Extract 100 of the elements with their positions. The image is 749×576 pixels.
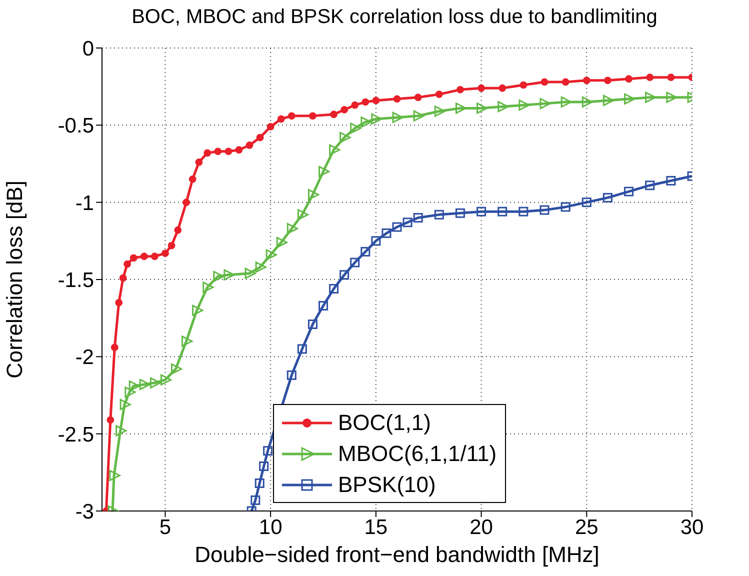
point xyxy=(130,254,138,262)
point xyxy=(392,112,404,123)
chart-title: BOC, MBOC and BPSK correlation loss due to bandlimiting xyxy=(130,6,658,29)
point xyxy=(340,132,351,144)
point xyxy=(413,213,423,223)
point xyxy=(520,81,528,89)
point xyxy=(192,304,204,316)
x-tick-label: 5 xyxy=(159,516,172,539)
point xyxy=(435,90,443,98)
point xyxy=(204,149,212,157)
point xyxy=(518,100,530,111)
x-tick-label: 25 xyxy=(574,516,598,539)
point xyxy=(224,148,232,156)
point xyxy=(150,252,158,260)
point xyxy=(115,298,123,306)
point xyxy=(162,250,169,257)
point xyxy=(478,84,485,92)
point xyxy=(372,96,380,104)
point xyxy=(329,144,340,156)
point xyxy=(318,166,330,178)
point xyxy=(277,115,285,123)
point xyxy=(171,363,182,375)
point xyxy=(362,98,370,106)
point xyxy=(286,370,296,380)
point xyxy=(582,96,593,108)
point xyxy=(350,122,362,134)
point xyxy=(393,95,401,103)
point xyxy=(351,101,359,109)
y-tick-label: -3 xyxy=(75,500,94,524)
point xyxy=(109,470,120,482)
point xyxy=(308,320,318,330)
y-tick-label: -1 xyxy=(75,192,94,215)
point xyxy=(106,416,114,424)
point xyxy=(624,93,636,104)
point xyxy=(110,344,118,352)
point xyxy=(246,142,254,149)
point xyxy=(602,192,612,202)
point xyxy=(266,123,274,130)
point xyxy=(434,210,444,220)
point xyxy=(128,380,140,392)
point xyxy=(371,236,381,246)
point xyxy=(476,102,488,114)
point xyxy=(195,158,203,166)
point xyxy=(214,148,222,156)
point xyxy=(124,386,136,398)
point xyxy=(124,260,131,268)
point xyxy=(150,377,162,388)
point xyxy=(666,176,676,186)
point xyxy=(498,206,508,216)
point xyxy=(540,78,548,86)
point xyxy=(116,425,127,436)
x-tick-label: 15 xyxy=(364,516,388,539)
point xyxy=(266,249,277,260)
point xyxy=(646,74,654,82)
point xyxy=(518,206,528,216)
point xyxy=(624,186,634,196)
point xyxy=(259,461,269,471)
point xyxy=(256,134,264,142)
point xyxy=(235,146,243,154)
legend-label: MBOC(6,1,1/11) xyxy=(338,440,497,466)
point xyxy=(414,94,422,102)
x-tick-label: 10 xyxy=(258,516,282,539)
point xyxy=(340,270,350,280)
point xyxy=(498,84,506,92)
y-tick-label: 0 xyxy=(82,37,94,60)
point xyxy=(182,198,190,206)
point xyxy=(120,398,131,410)
point xyxy=(582,76,590,84)
point xyxy=(288,112,296,120)
point xyxy=(318,300,328,310)
point xyxy=(413,110,424,122)
point xyxy=(330,110,338,118)
point xyxy=(255,262,266,273)
point xyxy=(562,78,570,86)
point xyxy=(456,86,464,94)
point xyxy=(174,226,182,234)
x-tick-label: 20 xyxy=(470,516,493,539)
point xyxy=(667,74,675,82)
point xyxy=(329,284,339,294)
point xyxy=(392,222,402,232)
point xyxy=(140,252,148,260)
point xyxy=(604,76,612,84)
point xyxy=(308,189,320,200)
point xyxy=(371,113,382,125)
point xyxy=(560,202,570,212)
point xyxy=(540,205,550,215)
point xyxy=(213,270,224,282)
y-tick-label: -2.5 xyxy=(58,423,94,446)
point xyxy=(119,274,127,282)
point xyxy=(498,101,509,112)
point xyxy=(560,96,572,108)
y-tick-label: -1.5 xyxy=(58,268,94,292)
point xyxy=(340,106,348,114)
point xyxy=(476,206,486,216)
point xyxy=(224,269,235,280)
point xyxy=(382,228,392,238)
point xyxy=(434,106,446,117)
y-tick-label: -0.5 xyxy=(58,114,94,138)
point xyxy=(254,478,264,488)
point xyxy=(360,116,372,128)
